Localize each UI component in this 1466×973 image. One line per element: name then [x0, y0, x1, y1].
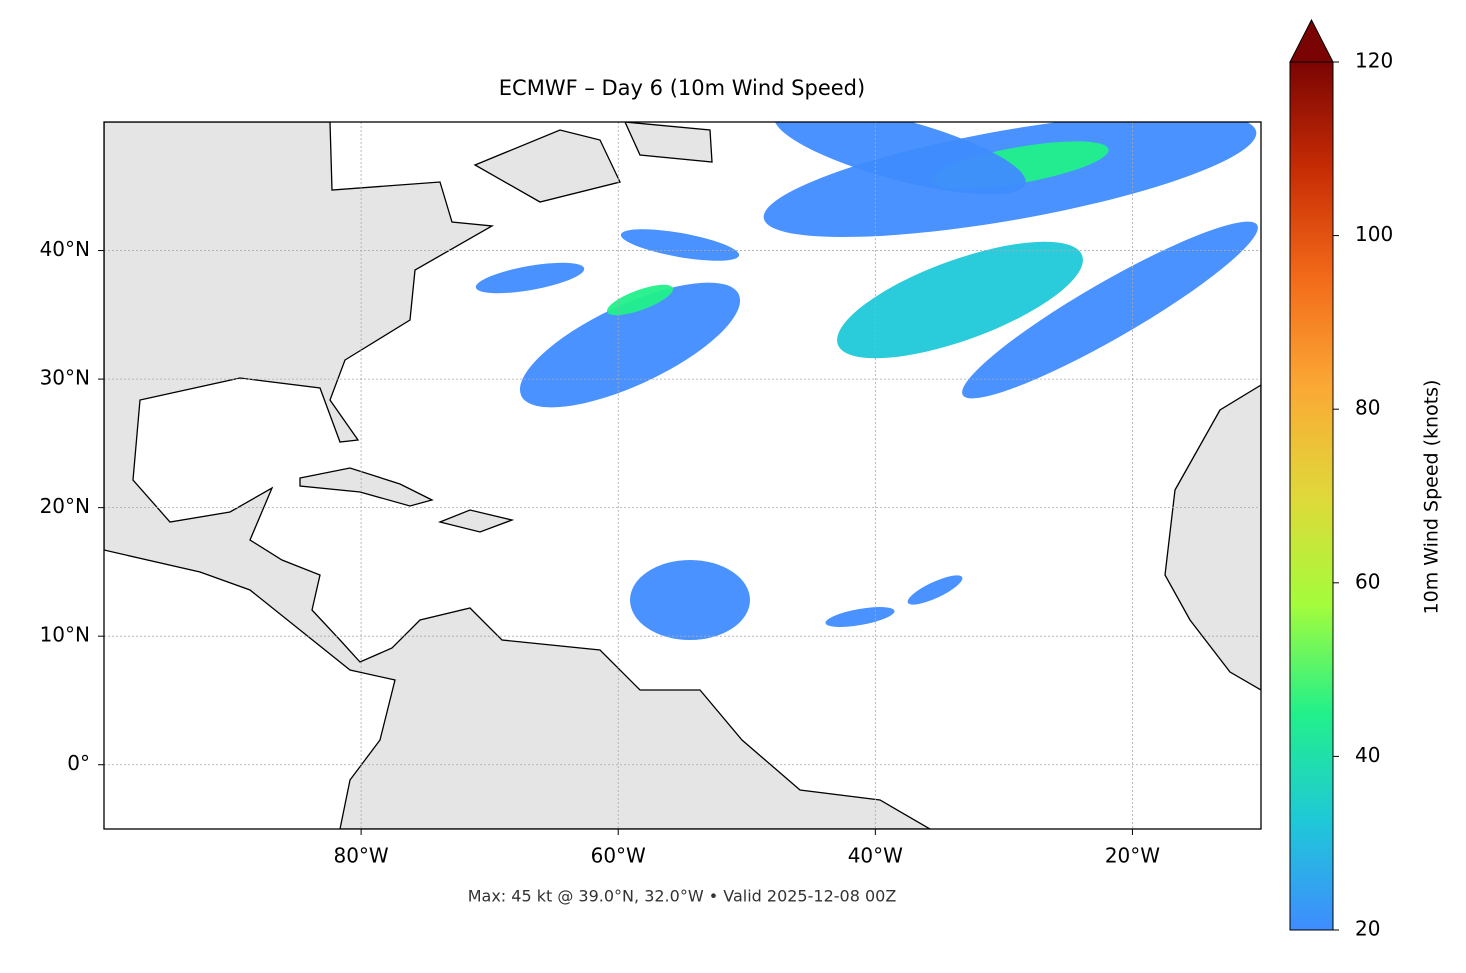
y-tick-label: 0°: [67, 751, 90, 775]
x-tick-label: 40°W: [848, 844, 903, 868]
colorbar-extend: [1289, 18, 1334, 63]
wind-area: [519, 282, 741, 408]
canada-maritimes: [473, 129, 621, 203]
footer: Max: 45 kt @ 39.0°N, 32.0°W • Valid 2025…: [468, 887, 897, 906]
colorbar: [1289, 61, 1334, 931]
wind-area: [606, 284, 674, 316]
colorbar-label: 10m Wind Speed (knots): [1421, 380, 1443, 615]
newfoundland: [624, 122, 713, 163]
wind-area: [475, 262, 585, 294]
y-tick-label: 40°N: [40, 237, 90, 261]
map: [104, 122, 1261, 829]
colorbar-tick-label: 80: [1355, 396, 1380, 420]
map-frame: [103, 121, 1262, 830]
wind-area: [962, 221, 1258, 399]
wind-field: [475, 122, 1258, 640]
y-tick-label: 20°N: [40, 494, 90, 518]
americas: [104, 122, 932, 829]
colorbar-tick-label: 100: [1355, 222, 1393, 246]
x-tick-label: 60°W: [591, 844, 646, 868]
colorbar-tick-label: 60: [1355, 569, 1380, 593]
colorbar-tick-label: 120: [1355, 49, 1393, 73]
wind-area: [825, 607, 895, 627]
grid: [104, 122, 1261, 829]
hispaniola: [437, 509, 515, 533]
x-tick-label: 20°W: [1105, 844, 1160, 868]
title: ECMWF – Day 6 (10m Wind Speed): [499, 76, 865, 100]
africa: [1164, 384, 1261, 691]
wind-area: [907, 575, 963, 605]
wind-area: [620, 229, 740, 261]
wind-area: [774, 122, 1026, 195]
y-tick-label: 10°N: [40, 623, 90, 647]
x-tick-label: 80°W: [333, 844, 388, 868]
wind-area: [837, 241, 1083, 359]
colorbar-tick-label: 20: [1355, 917, 1380, 941]
wind-area: [630, 560, 750, 640]
cuba: [299, 467, 434, 507]
colorbar-tick-label: 40: [1355, 743, 1380, 767]
y-tick-label: 30°N: [40, 366, 90, 390]
